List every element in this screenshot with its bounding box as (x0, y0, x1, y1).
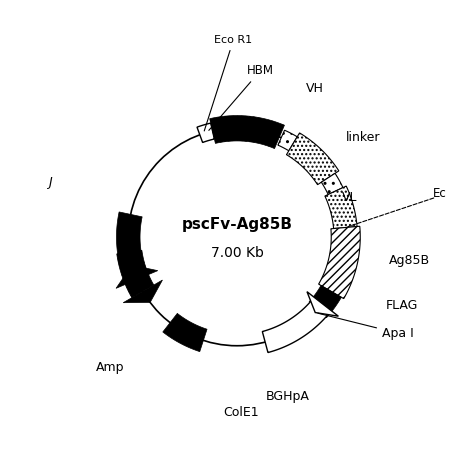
Polygon shape (309, 285, 341, 318)
Polygon shape (278, 130, 297, 151)
Text: Ec: Ec (433, 187, 447, 200)
Polygon shape (321, 173, 343, 194)
Polygon shape (117, 212, 148, 284)
Text: pscFv-Ag85B: pscFv-Ag85B (182, 217, 292, 232)
Polygon shape (307, 292, 338, 316)
Text: Apa I: Apa I (318, 313, 414, 340)
Text: VL: VL (342, 191, 357, 204)
Text: BGHpA: BGHpA (266, 390, 310, 403)
Text: Ag85B: Ag85B (389, 254, 430, 267)
Polygon shape (123, 280, 163, 303)
Text: VH: VH (306, 82, 324, 95)
Text: linker: linker (346, 131, 380, 144)
Polygon shape (117, 250, 154, 298)
Polygon shape (116, 265, 158, 288)
Polygon shape (319, 226, 360, 299)
Polygon shape (197, 123, 214, 143)
Text: 7.00 Kb: 7.00 Kb (210, 246, 264, 260)
Text: Eco R1: Eco R1 (204, 35, 253, 131)
Polygon shape (163, 313, 207, 352)
Text: J: J (48, 176, 52, 189)
Text: ColE1: ColE1 (223, 406, 258, 419)
Text: Amp: Amp (96, 361, 125, 374)
Polygon shape (210, 116, 284, 148)
Polygon shape (286, 133, 339, 185)
Polygon shape (262, 297, 331, 353)
Text: HBM: HBM (209, 64, 274, 130)
Text: FLAG: FLAG (386, 300, 418, 312)
Polygon shape (325, 186, 357, 228)
